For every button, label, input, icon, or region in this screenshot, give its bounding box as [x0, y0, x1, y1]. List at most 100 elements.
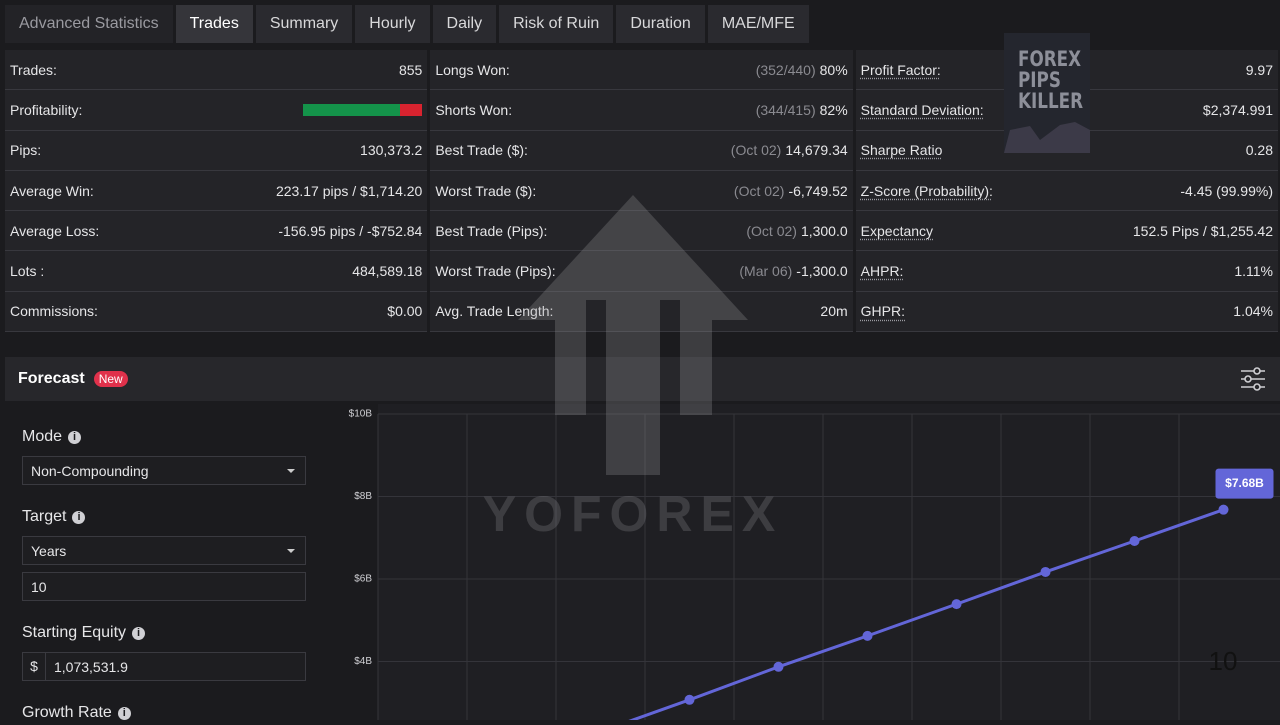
stat-value-group: 1.11%: [1234, 263, 1273, 279]
stat-value-group: 20m: [820, 303, 847, 319]
stats-row: Best Trade (Pips): (Oct 02) 1,300.0: [430, 211, 853, 252]
tab[interactable]: Risk of Ruin: [499, 5, 614, 43]
stat-value-group: -156.95 pips / -$752.84: [278, 223, 422, 239]
info-icon: i: [72, 510, 86, 524]
tab[interactable]: Summary: [255, 5, 353, 43]
tab-bar: Advanced Statistics Trades Summary Hourly Da…: [5, 5, 809, 43]
new-badge: New: [93, 371, 128, 387]
tab[interactable]: Daily: [432, 5, 497, 43]
stat-label: Avg. Trade Length:: [435, 303, 554, 320]
stat-label: Lots :: [10, 263, 45, 280]
stat-value: 1.11%: [1234, 263, 1273, 280]
stats-row: Best Trade ($): (Oct 02) 14,679.34: [430, 130, 853, 171]
stat-note: (344/415): [755, 101, 816, 118]
stat-note: (Oct 02): [746, 222, 797, 239]
stats-row: Lots : 484,589.18: [5, 251, 428, 292]
text-input[interactable]: $1,073,531.9: [22, 652, 306, 681]
stat-note: (Oct 02): [730, 142, 782, 159]
stats-row: AHPR: 1.11%: [855, 251, 1278, 292]
stat-value-group: 130,373.2: [360, 142, 422, 158]
field-label: Mode i: [22, 425, 306, 449]
stats-row: Average Loss: -156.95 pips / -$752.84: [5, 211, 428, 252]
tab[interactable]: Advanced Statistics: [5, 5, 173, 43]
stat-label: Pips:: [10, 142, 42, 159]
y-tick-label: $6B: [354, 574, 372, 585]
tab[interactable]: MAE/MFE: [707, 5, 809, 43]
info-icon: i: [132, 626, 146, 640]
input-value: 10: [31, 578, 47, 595]
stat-value-group: 1.04%: [1233, 303, 1273, 319]
field-label: Target i: [22, 505, 306, 529]
info-icon: i: [68, 430, 82, 444]
forecast-header: Forecast New: [5, 357, 1280, 401]
field-label-text: Starting Equity: [22, 624, 127, 641]
input-value: 1,073,531.9: [54, 658, 128, 675]
stat-value: 223.17 pips / $1,714.20: [275, 182, 423, 199]
stats-row: Z-Score (Probability): -4.45 (99.99%): [855, 170, 1278, 212]
stat-value: -156.95 pips / -$752.84: [278, 222, 423, 239]
series: [628, 504, 1229, 720]
plot-area: [378, 404, 1280, 720]
stat-label: Z-Score (Probability):: [860, 182, 993, 199]
stat-value-group: (Oct 02) 14,679.34: [731, 142, 848, 158]
value-label: $7.68B: [1225, 476, 1264, 490]
settings-icon[interactable]: [1240, 367, 1266, 391]
profitability-bar: [303, 103, 423, 116]
input-prefix: $: [23, 653, 46, 680]
stat-value: 130,373.2: [360, 142, 423, 159]
line: [628, 508, 1224, 720]
watermark-text: YOFOREX: [483, 486, 783, 542]
stat-value: 82%: [819, 101, 848, 118]
point: [1218, 504, 1229, 515]
stat-value: 152.5 Pips / $1,255.42: [1132, 222, 1273, 239]
stat-label: Worst Trade (Pips):: [435, 263, 556, 280]
stat-label: GHPR:: [860, 303, 905, 320]
stat-value-group: [303, 103, 423, 116]
stat-value-group: $0.00: [387, 303, 422, 319]
select[interactable]: Non-Compounding: [22, 456, 306, 485]
point: [862, 630, 873, 641]
stat-value-group: 0.28: [1246, 142, 1273, 158]
y-tick-label: $8B: [354, 491, 372, 502]
stats-row: Avg. Trade Length: 20m: [430, 291, 853, 333]
stat-label: Shorts Won:: [435, 101, 513, 118]
field-label-text: Mode: [22, 428, 63, 445]
text-input[interactable]: 10: [22, 572, 306, 601]
tab[interactable]: Duration: [616, 5, 705, 43]
value-label-box: [1215, 468, 1274, 499]
y-tick-label: $10B: [349, 409, 373, 420]
stats-row: Pips: 130,373.2: [5, 130, 428, 171]
stat-value: 80%: [819, 61, 848, 78]
stat-label: Standard Deviation:: [860, 101, 984, 118]
tab[interactable]: Hourly: [355, 5, 430, 43]
stat-value-group: (Oct 02) 1,300.0: [746, 223, 847, 239]
stat-note: (352/440): [755, 61, 816, 78]
select-value: Years: [31, 542, 67, 559]
stat-value-group: 223.17 pips / $1,714.20: [276, 183, 422, 199]
stat-value-group: -4.45 (99.99%): [1180, 183, 1273, 199]
info-icon: i: [117, 706, 131, 720]
stat-label: Worst Trade ($):: [435, 182, 537, 199]
stats-row: Profitability:: [5, 90, 428, 131]
stat-value: 855: [398, 61, 423, 78]
stats-row: Worst Trade ($): (Oct 02) -6,749.52: [430, 170, 853, 212]
forecast-form: Mode i Non-Compounding Target i Years 10 Starti…: [22, 425, 306, 725]
stats-row: Longs Won: (352/440) 80%: [430, 50, 853, 91]
stat-label: AHPR:: [860, 263, 904, 280]
stat-note: (Oct 02): [733, 182, 785, 199]
stat-label: Expectancy: [860, 222, 934, 239]
watermark-logo: [518, 195, 748, 475]
select[interactable]: Years: [22, 536, 306, 565]
field-label-text: Growth Rate: [22, 704, 112, 721]
bar-segment: [399, 103, 423, 116]
stat-label: Profitability:: [10, 101, 83, 118]
stat-value-group: 855: [399, 62, 422, 78]
stat-value-group: (Mar 06) -1,300.0: [739, 263, 847, 279]
brand-art: [1004, 122, 1090, 153]
tab[interactable]: Trades: [175, 5, 253, 43]
stat-value: -4.45 (99.99%): [1180, 182, 1273, 199]
stat-label: Longs Won:: [435, 61, 510, 78]
stat-label: Sharpe Ratio: [860, 142, 943, 159]
